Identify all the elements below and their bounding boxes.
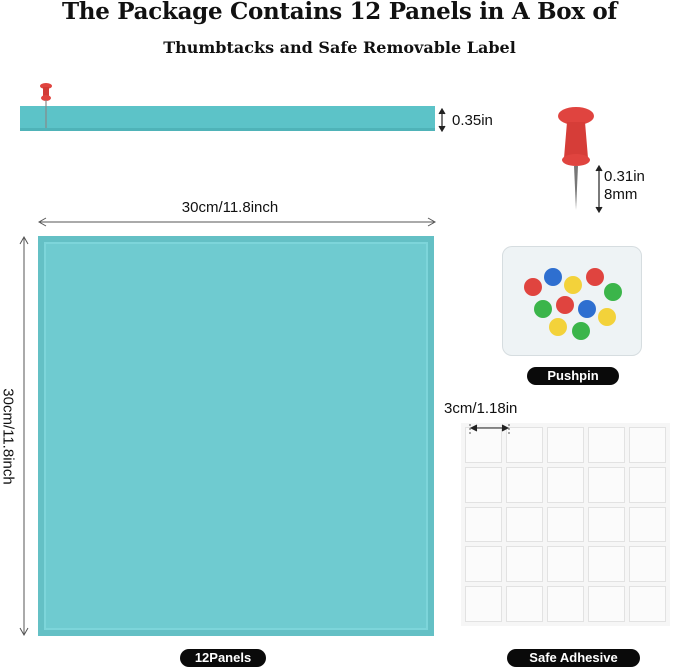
pushpins-icon	[524, 268, 622, 340]
adhesive-badge: Safe Adhesive	[507, 649, 640, 667]
panel-side-view	[20, 106, 435, 131]
pushpin-badge: Pushpin	[527, 367, 619, 385]
panels-badge: 12Panels	[180, 649, 266, 667]
width-label: 30cm/11.8inch	[181, 199, 279, 216]
felt-panel	[38, 236, 434, 636]
title-line-2: Thumbtacks and Safe Removable Label	[163, 38, 516, 57]
adhesive-size-label: 3cm/1.18in	[444, 400, 518, 417]
adhesive-sheet	[461, 423, 670, 626]
large-pushpin-icon	[558, 107, 594, 210]
thickness-label: 0.35in	[452, 112, 493, 129]
height-label: 30cm/11.8inch	[0, 388, 17, 485]
adhesive-size-arrow-icon	[469, 424, 510, 436]
pushpin-box	[502, 246, 642, 356]
small-pushpin-icon	[40, 83, 52, 128]
pin-length-arrow-icon	[595, 165, 603, 213]
pin-length-label: 0.31in 8mm	[604, 168, 645, 204]
pin-length-mm: 8mm	[604, 186, 638, 203]
pin-length-in: 0.31in	[604, 168, 645, 185]
height-arrow-icon	[19, 236, 29, 636]
width-arrow-icon	[38, 217, 437, 227]
thickness-arrow-icon	[438, 108, 446, 132]
title-line-1: The Package Contains 12 Panels in A Box …	[61, 0, 618, 25]
